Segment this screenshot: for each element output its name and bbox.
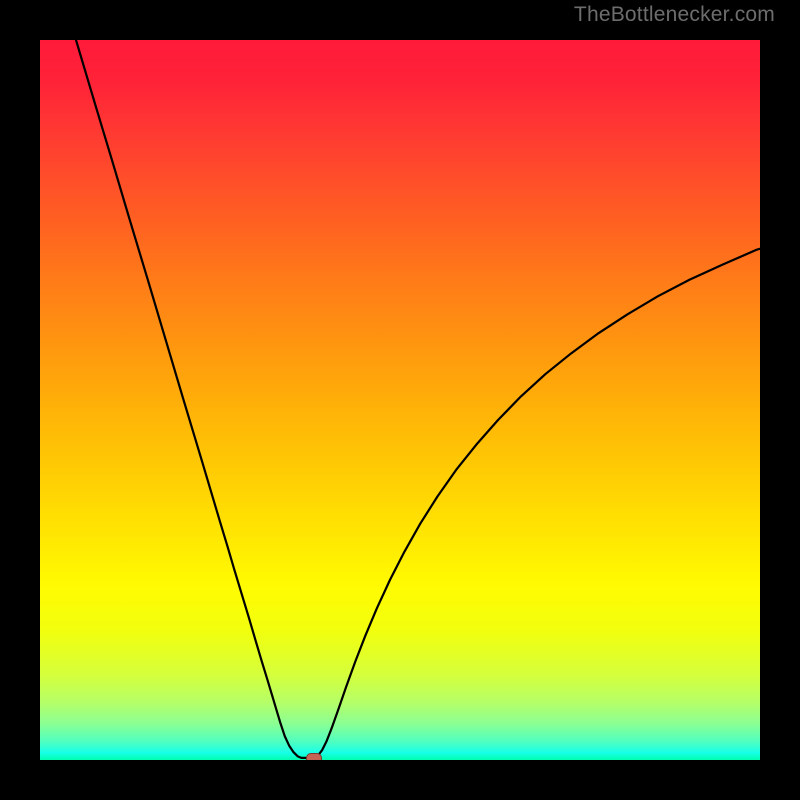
bottleneck-curve: [40, 40, 760, 760]
plot-area: [40, 40, 760, 760]
stage: TheBottlenecker.com: [0, 0, 800, 800]
watermark-text: TheBottlenecker.com: [574, 3, 775, 27]
highlight-marker: [306, 753, 322, 760]
